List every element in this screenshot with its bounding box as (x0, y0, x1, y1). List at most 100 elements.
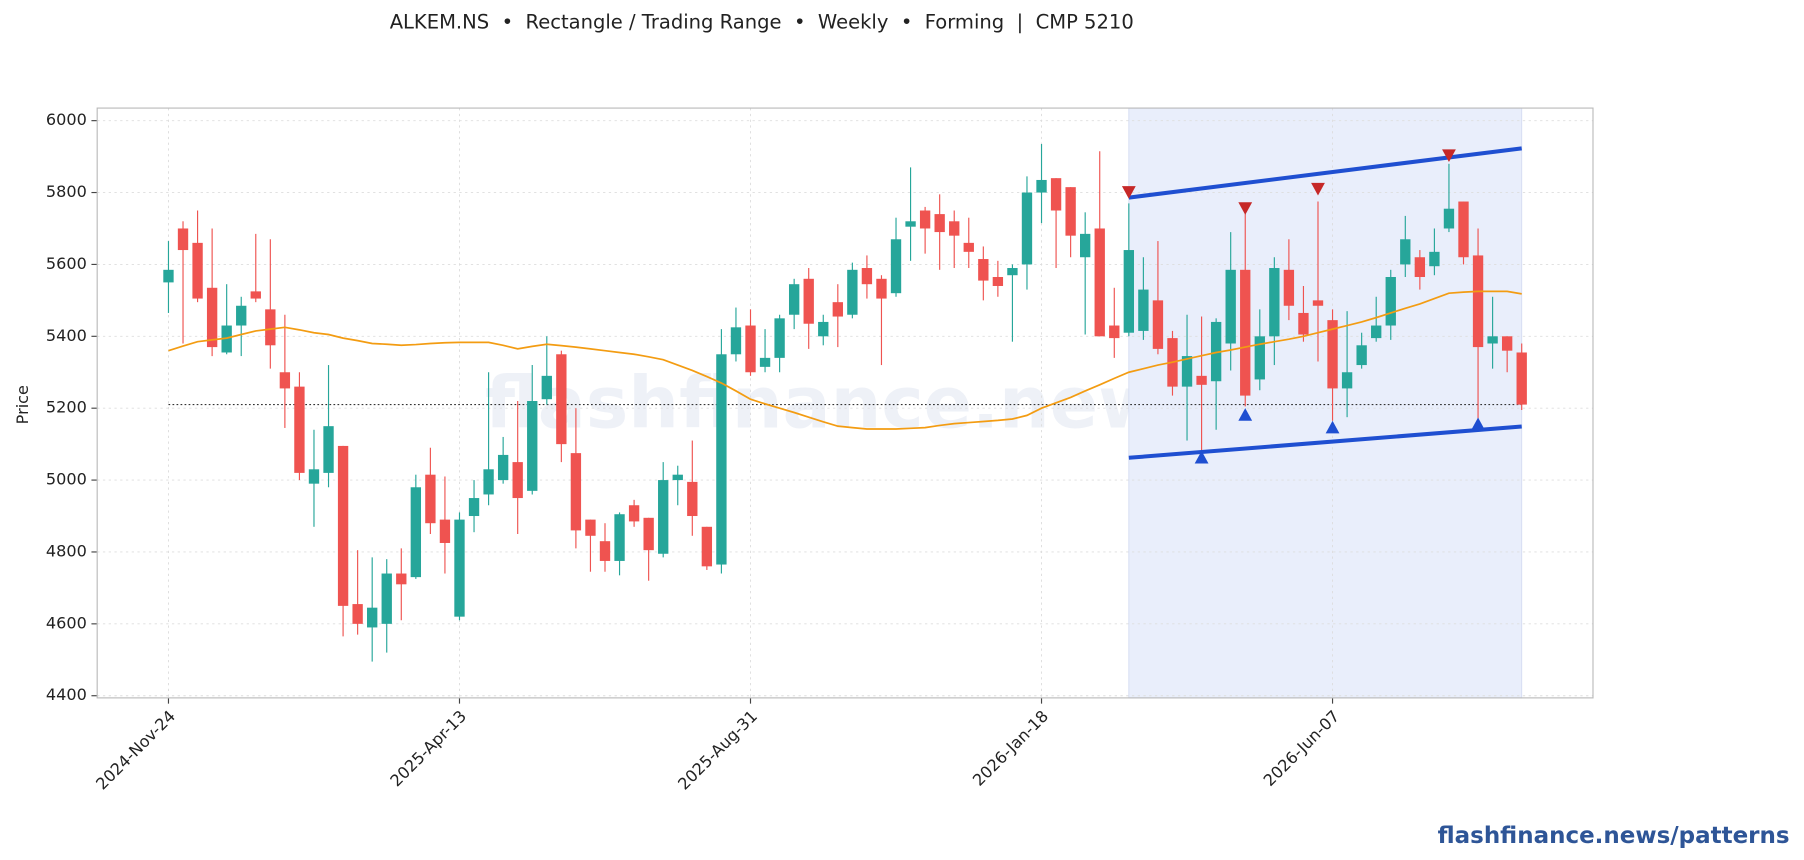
plot-frame (96, 107, 1594, 699)
candle-body (556, 354, 567, 445)
chart-title: ALKEM.NS • Rectangle / Trading Range • W… (390, 11, 1134, 34)
candle-body (1356, 345, 1367, 366)
candle-body (163, 269, 174, 283)
candle-body (1400, 239, 1411, 265)
candle-body (774, 318, 785, 358)
candle-body (410, 487, 422, 578)
candle-body (818, 321, 829, 337)
candle-body (1210, 321, 1222, 382)
candle-body (265, 309, 276, 346)
candle-body (177, 228, 189, 251)
candle-body (352, 604, 363, 624)
candle-body (483, 469, 494, 495)
candle-body (1181, 356, 1193, 387)
candle-body (1080, 233, 1091, 258)
pattern-zone (1128, 107, 1523, 699)
y-tick-label: 5000 (46, 470, 87, 489)
candle-body (1443, 208, 1455, 229)
candle-body (658, 480, 669, 554)
candle-body (701, 526, 713, 567)
y-tick-label: 4800 (46, 541, 87, 560)
low-marker (1238, 408, 1253, 421)
y-axis-label: Price (13, 385, 32, 424)
x-tick-label: 2025-Aug-31 (674, 707, 761, 794)
y-tick-label: 6000 (46, 110, 87, 129)
candle-body (672, 474, 683, 481)
moving-average (168, 290, 1522, 430)
footer: flashfinance.news/patterns (1438, 823, 1790, 849)
candle-body (861, 268, 873, 285)
candle-body (614, 514, 625, 561)
candle-body (1269, 268, 1280, 337)
x-tick-label: 2024-Nov-24 (92, 707, 179, 794)
candle-body (1152, 300, 1164, 349)
high-marker (1311, 182, 1325, 196)
candle-body (919, 210, 931, 229)
candle-body (570, 453, 582, 531)
candle-body (1196, 375, 1207, 385)
candle-body (1298, 312, 1309, 335)
candle-body (949, 221, 960, 236)
candle-body (279, 372, 291, 389)
candle-body (294, 386, 305, 473)
y-tick-label: 5400 (46, 326, 87, 345)
candle-body (1094, 228, 1105, 337)
candle-body (1414, 257, 1426, 278)
candle-body (468, 498, 480, 517)
candle-body (890, 239, 902, 294)
candle-body (803, 278, 814, 324)
candle-body (221, 325, 232, 353)
candle-body (832, 302, 843, 317)
candle-body (1036, 179, 1047, 193)
candle-body (1240, 269, 1251, 396)
candle-body (323, 426, 334, 473)
candle-body (1458, 201, 1469, 258)
high-marker (1238, 202, 1253, 215)
candle-body (527, 401, 538, 491)
candle-body (1138, 289, 1149, 331)
candle-body (1472, 255, 1484, 348)
y-tick-label: 4600 (46, 613, 87, 632)
candle-body (497, 454, 509, 481)
y-tick-label: 5600 (46, 254, 87, 273)
candle-body (730, 327, 742, 355)
candle-body (687, 481, 698, 517)
candle-body (628, 505, 640, 522)
candle-body (454, 519, 465, 617)
low-marker (1325, 420, 1340, 434)
candle-body (745, 325, 756, 373)
candle-body (512, 462, 523, 499)
candle-body (934, 214, 945, 233)
candle-body (1385, 277, 1396, 326)
candle-body (367, 607, 378, 628)
candle-body (192, 242, 203, 299)
candle-body (1021, 192, 1033, 265)
candle-body (905, 221, 916, 227)
x-tick-label: 2025-Apr-13 (386, 707, 470, 791)
candle-body (1312, 300, 1324, 306)
candle-body (439, 519, 451, 543)
low-marker (1471, 417, 1485, 431)
candle-body (1487, 336, 1498, 344)
candle-body (1123, 250, 1135, 333)
candle-body (236, 305, 247, 326)
upper-boundary (1128, 146, 1522, 200)
candle-body (643, 517, 654, 551)
y-tick-label: 5800 (46, 182, 87, 201)
candle-body (1283, 269, 1295, 306)
high-marker (1442, 149, 1456, 163)
candle-body (716, 354, 727, 565)
candle-body (337, 445, 349, 606)
candle-body (1429, 251, 1440, 267)
candle-body (963, 242, 974, 252)
candle-body (308, 469, 320, 484)
watermark: flashfinance.news (485, 362, 1206, 445)
candle-body (585, 519, 596, 536)
candle-body (1050, 178, 1062, 211)
candle-body (788, 284, 800, 315)
candle-body (1341, 372, 1353, 389)
low-marker (1194, 450, 1209, 464)
candle-body (599, 541, 611, 561)
candle-body (396, 573, 407, 585)
